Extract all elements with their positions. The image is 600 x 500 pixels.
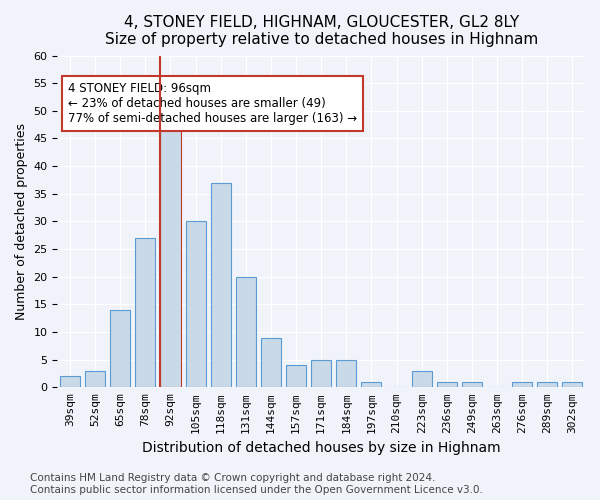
Bar xyxy=(336,360,356,388)
Bar xyxy=(160,116,181,388)
Bar xyxy=(462,382,482,388)
X-axis label: Distribution of detached houses by size in Highnam: Distribution of detached houses by size … xyxy=(142,441,500,455)
Bar xyxy=(85,370,105,388)
Bar xyxy=(60,376,80,388)
Bar xyxy=(437,382,457,388)
Text: Contains HM Land Registry data © Crown copyright and database right 2024.
Contai: Contains HM Land Registry data © Crown c… xyxy=(30,474,483,495)
Bar xyxy=(236,276,256,388)
Bar xyxy=(537,382,557,388)
Bar xyxy=(211,182,231,388)
Bar xyxy=(412,370,432,388)
Bar xyxy=(286,365,306,388)
Bar xyxy=(185,222,206,388)
Bar xyxy=(512,382,532,388)
Bar xyxy=(562,382,583,388)
Bar xyxy=(261,338,281,388)
Bar xyxy=(135,238,155,388)
Text: 4 STONEY FIELD: 96sqm
← 23% of detached houses are smaller (49)
77% of semi-deta: 4 STONEY FIELD: 96sqm ← 23% of detached … xyxy=(68,82,357,125)
Title: 4, STONEY FIELD, HIGHNAM, GLOUCESTER, GL2 8LY
Size of property relative to detac: 4, STONEY FIELD, HIGHNAM, GLOUCESTER, GL… xyxy=(104,15,538,48)
Bar xyxy=(361,382,382,388)
Bar xyxy=(110,310,130,388)
Y-axis label: Number of detached properties: Number of detached properties xyxy=(15,123,28,320)
Bar xyxy=(311,360,331,388)
